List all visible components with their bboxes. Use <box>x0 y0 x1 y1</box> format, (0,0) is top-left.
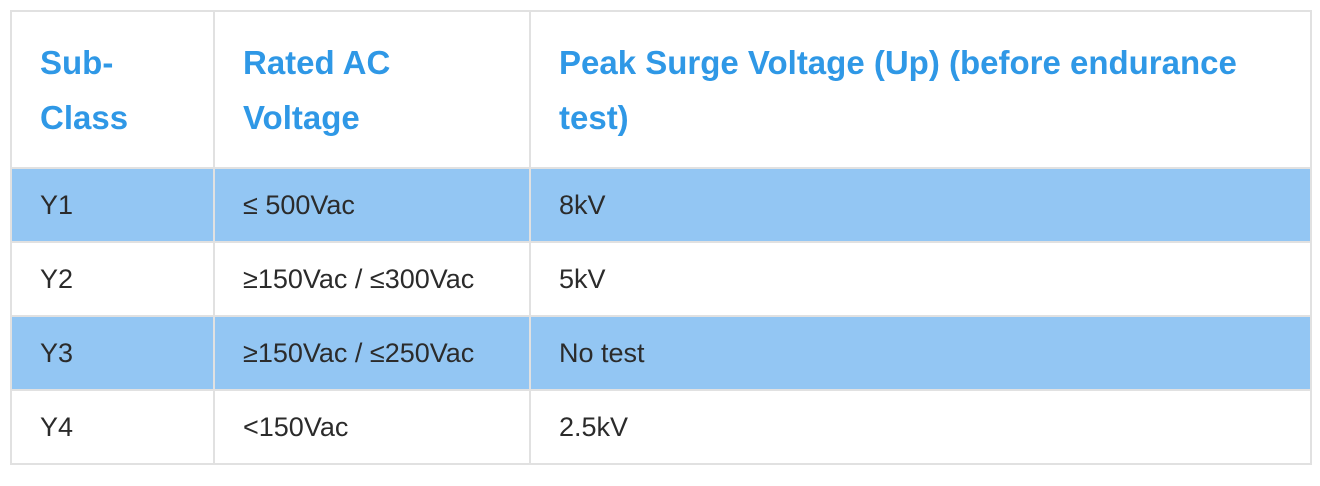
y-class-capacitor-table: Sub- Class Rated AC Voltage Peak Surge V… <box>10 10 1312 465</box>
header-rated-ac-line1: Rated AC <box>243 43 391 81</box>
cell-sub-class: Y2 <box>10 241 215 317</box>
header-rated-ac-voltage: Rated AC Voltage <box>213 10 531 169</box>
table-row: Y3 ≥150Vac / ≤250Vac No test <box>10 315 1312 391</box>
cell-sub-class: Y1 <box>10 167 215 243</box>
table-header-row: Sub- Class Rated AC Voltage Peak Surge V… <box>10 10 1312 169</box>
cell-peak-surge-voltage: 2.5kV <box>529 389 1312 465</box>
header-rated-ac-line2: Voltage <box>243 98 360 136</box>
cell-rated-ac-voltage: ≥150Vac / ≤250Vac <box>213 315 531 391</box>
cell-peak-surge-voltage: 8kV <box>529 167 1312 243</box>
cell-sub-class: Y4 <box>10 389 215 465</box>
cell-rated-ac-voltage: <150Vac <box>213 389 531 465</box>
cell-peak-surge-voltage: No test <box>529 315 1312 391</box>
cell-peak-surge-voltage: 5kV <box>529 241 1312 317</box>
header-peak-surge-voltage: Peak Surge Voltage (Up) (before enduranc… <box>529 10 1312 169</box>
header-sub-class-line1: Sub- <box>40 43 114 81</box>
table-row: Y1 ≤ 500Vac 8kV <box>10 167 1312 243</box>
cell-rated-ac-voltage: ≥150Vac / ≤300Vac <box>213 241 531 317</box>
table-row: Y2 ≥150Vac / ≤300Vac 5kV <box>10 241 1312 317</box>
cell-rated-ac-voltage: ≤ 500Vac <box>213 167 531 243</box>
header-sub-class-line2: Class <box>40 98 129 136</box>
header-sub-class: Sub- Class <box>10 10 215 169</box>
table-row: Y4 <150Vac 2.5kV <box>10 389 1312 465</box>
data-table: Sub- Class Rated AC Voltage Peak Surge V… <box>10 10 1312 465</box>
cell-sub-class: Y3 <box>10 315 215 391</box>
